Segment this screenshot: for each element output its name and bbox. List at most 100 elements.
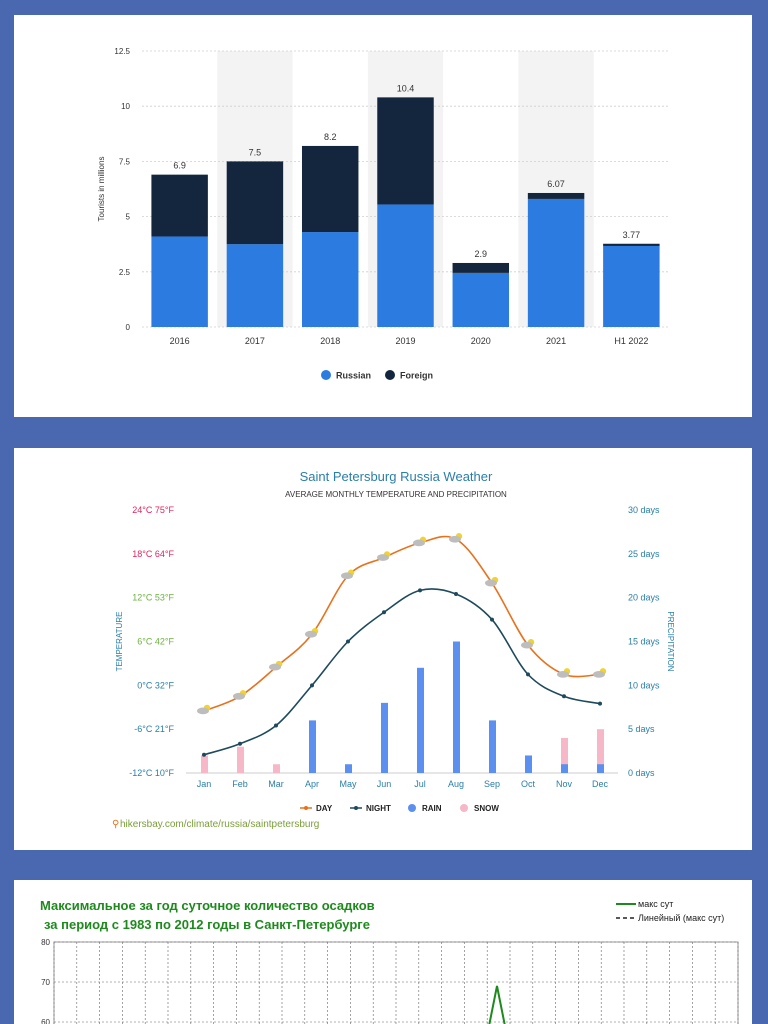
temperature-tick-label: 12°C 53°F <box>132 593 174 603</box>
bar-foreign <box>452 262 510 273</box>
rain-bar <box>453 641 460 773</box>
night-temperature-point <box>490 617 494 622</box>
legend-marker <box>321 370 331 380</box>
night-temperature-point <box>238 741 242 746</box>
precip-title-line1: Максимальное за год суточное количество … <box>40 898 375 913</box>
tourist-bar-chart-panel: 0 2.5 5 7.5 10 12.5 Tourists in millions 6.9 201… <box>14 15 752 417</box>
x-tick-label: 2020 <box>471 336 491 346</box>
weather-title: Saint Petersburg Russia Weather <box>300 469 493 484</box>
month-label: May <box>339 779 357 789</box>
precip-title-line2: за период с 1983 по 2012 годы в Санкт-Пе… <box>44 917 370 932</box>
legend-label: Foreign <box>400 371 433 381</box>
night-temperature-point <box>202 752 206 757</box>
legend-marker <box>408 804 416 812</box>
precipitation-tick-label: 0 days <box>628 768 655 778</box>
month-label: Jun <box>377 779 392 789</box>
night-temperature-line <box>203 588 601 756</box>
month-label: Mar <box>268 779 284 789</box>
legend-label: NIGHT <box>366 804 391 813</box>
weather-chart-panel: Saint Petersburg Russia Weather AVERAGE M… <box>14 448 752 850</box>
legend-label: SNOW <box>474 804 499 813</box>
weather-chart: Saint Petersburg Russia Weather AVERAGE M… <box>112 469 675 830</box>
legend-label: RAIN <box>422 804 442 813</box>
legend-label: макс сут <box>638 899 673 909</box>
bar-russian <box>603 245 660 327</box>
precipitation-chart-panel: Максимальное за год суточное количество … <box>14 880 752 1024</box>
y-tick-label: 10 <box>121 102 130 111</box>
month-label: Apr <box>305 779 319 789</box>
cloud-icon <box>197 707 209 715</box>
month-label: Feb <box>232 779 248 789</box>
rain-bar <box>489 720 496 773</box>
y-tick-label: 12.5 <box>114 47 130 56</box>
bar-total-label: 7.5 <box>249 147 262 157</box>
bar-foreign <box>226 161 284 245</box>
precipitation-tick-label: 20 days <box>628 593 660 603</box>
cloud-icon <box>449 535 461 543</box>
rain-bar <box>381 702 388 773</box>
night-temperature-point <box>526 672 530 677</box>
y-tick-label: 80 <box>41 938 50 947</box>
night-temperature-point <box>562 694 566 699</box>
cloud-icon <box>557 670 569 678</box>
snow-bar <box>273 764 280 773</box>
cloud-icon <box>521 641 533 649</box>
legend-label: Линейный (макс сут) <box>638 913 724 923</box>
y-tick-label: 70 <box>41 978 50 987</box>
x-tick-label: 2018 <box>320 336 340 346</box>
snow-bar <box>561 737 568 773</box>
month-label: Sep <box>484 779 500 789</box>
legend-marker <box>385 370 395 380</box>
bar-foreign <box>301 145 359 233</box>
bar-russian <box>226 244 284 327</box>
temperature-tick-label: 0°C 32°F <box>137 680 174 690</box>
x-tick-label: 2016 <box>170 336 190 346</box>
source-link: hikersbay.com/climate/russia/saintpeters… <box>120 819 319 830</box>
y-tick-label: 7.5 <box>119 157 131 166</box>
cloud-icon <box>377 554 389 561</box>
cloud-icon <box>485 579 497 587</box>
y-tick-label: 60 <box>41 1018 50 1024</box>
legend-label: Russian <box>336 371 371 381</box>
x-tick-label: H1 2022 <box>614 336 648 346</box>
x-tick-label: 2021 <box>546 336 566 346</box>
bar-foreign <box>603 243 660 246</box>
temperature-tick-label: -6°C 21°F <box>134 724 174 734</box>
precipitation-tick-label: 25 days <box>628 549 660 559</box>
y-tick-label: 0 <box>126 323 131 332</box>
bar-foreign <box>377 97 434 205</box>
bar-foreign <box>527 192 585 199</box>
bar-russian <box>301 232 359 327</box>
location-pin-icon: ⚲ <box>112 819 119 830</box>
bar-total-label: 6.07 <box>547 179 565 189</box>
rain-bar <box>417 667 424 773</box>
month-label: Dec <box>592 779 609 789</box>
precipitation-tick-label: 10 days <box>628 680 660 690</box>
y-tick-label: 2.5 <box>119 268 131 277</box>
y-axis-label: Tourists in millions <box>97 157 106 222</box>
precipitation-tick-label: 15 days <box>628 637 660 647</box>
night-temperature-point <box>418 588 422 593</box>
weather-subtitle: AVERAGE MONTHLY TEMPERATURE AND PRECIPIT… <box>285 490 507 499</box>
temperature-tick-label: 24°C 75°F <box>132 505 174 515</box>
rain-bar <box>597 764 604 773</box>
max-daily-line <box>488 985 506 1024</box>
month-label: Oct <box>521 779 536 789</box>
rain-bar <box>561 764 568 773</box>
temperature-tick-label: 18°C 64°F <box>132 549 174 559</box>
bar-russian <box>151 236 208 327</box>
x-tick-label: 2019 <box>395 336 415 346</box>
legend-marker <box>354 806 358 810</box>
precipitation-chart: Максимальное за год суточное количество … <box>40 898 739 1024</box>
bar-total-label: 10.4 <box>397 83 415 93</box>
night-temperature-point <box>274 723 278 728</box>
cloud-icon <box>413 539 425 547</box>
temperature-tick-label: 6°C 42°F <box>137 637 174 647</box>
cloud-icon <box>305 630 317 638</box>
bar-total-label: 2.9 <box>475 249 488 259</box>
cloud-icon <box>593 670 605 678</box>
night-temperature-point <box>346 639 350 644</box>
precipitation-tick-label: 30 days <box>628 505 660 515</box>
precipitation-axis-label: PRECIPITATION <box>666 611 675 671</box>
legend-label: DAY <box>316 804 333 813</box>
